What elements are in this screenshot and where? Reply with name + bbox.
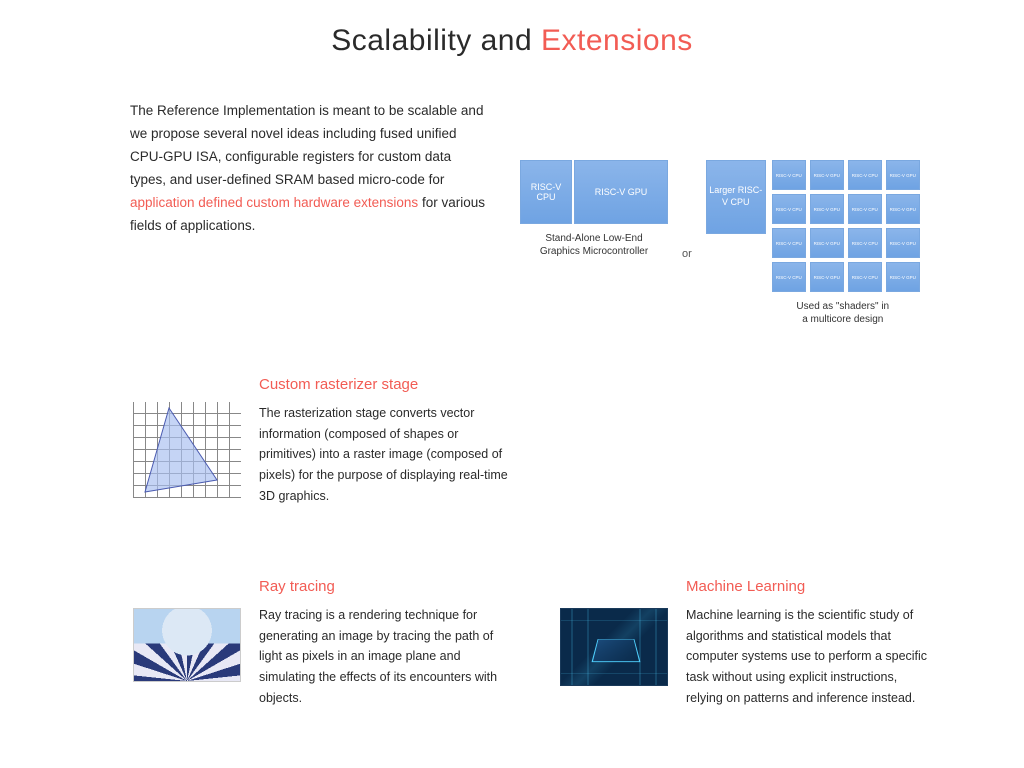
rasterizer-icon	[133, 376, 241, 498]
title-accent: Extensions	[541, 24, 693, 57]
intro-pre: The Reference Implementation is meant to…	[130, 103, 483, 187]
small-cpu-box: RISC-V CPU	[848, 262, 882, 292]
scalability-diagram: RISC-V CPU RISC-V GPU Stand-Alone Low-En…	[520, 100, 964, 326]
rasterizer-title: Custom rasterizer stage	[259, 376, 509, 393]
section-machine-learning: Machine Learning Machine learning is the…	[560, 578, 936, 708]
standalone-config: RISC-V CPU RISC-V GPU Stand-Alone Low-En…	[520, 160, 668, 258]
small-gpu-box: RISC-V GPU	[810, 228, 844, 258]
small-gpu-box: RISC-V GPU	[810, 160, 844, 190]
small-gpu-box: RISC-V GPU	[810, 194, 844, 224]
shader-grid: RISC-V CPU RISC-V GPU RISC-V CPU RISC-V …	[772, 160, 920, 292]
ray-tracing-icon	[133, 578, 241, 682]
ray-tracing-body: Ray tracing is a rendering technique for…	[259, 605, 509, 708]
standalone-caption: Stand-Alone Low-EndGraphics Microcontrol…	[540, 232, 648, 258]
small-gpu-box: RISC-V GPU	[886, 160, 920, 190]
or-label: or	[682, 226, 692, 260]
rasterizer-body: The rasterization stage converts vector …	[259, 403, 509, 506]
title-plain: Scalability and	[331, 24, 541, 57]
small-cpu-box: RISC-V CPU	[772, 262, 806, 292]
small-cpu-box: RISC-V CPU	[772, 228, 806, 258]
small-cpu-box: RISC-V CPU	[848, 160, 882, 190]
small-cpu-box: RISC-V CPU	[848, 194, 882, 224]
small-cpu-box: RISC-V CPU	[772, 194, 806, 224]
ml-title: Machine Learning	[686, 578, 936, 595]
larger-cpu-box: Larger RISC-V CPU	[706, 160, 766, 234]
page-title: Scalability and Extensions	[0, 0, 1024, 58]
section-ray-tracing: Ray tracing Ray tracing is a rendering t…	[133, 578, 509, 708]
small-cpu-box: RISC-V CPU	[772, 160, 806, 190]
riscv-cpu-box: RISC-V CPU	[520, 160, 572, 224]
multicore-caption: Used as "shaders" ina multicore design	[796, 300, 889, 326]
ray-tracing-title: Ray tracing	[259, 578, 509, 595]
ml-body: Machine learning is the scientific study…	[686, 605, 936, 708]
small-cpu-box: RISC-V CPU	[848, 228, 882, 258]
ml-icon	[560, 578, 668, 686]
section-rasterizer: Custom rasterizer stage The rasterizatio…	[133, 376, 509, 506]
small-gpu-box: RISC-V GPU	[886, 194, 920, 224]
intro-paragraph: The Reference Implementation is meant to…	[130, 100, 490, 326]
small-gpu-box: RISC-V GPU	[886, 228, 920, 258]
small-gpu-box: RISC-V GPU	[886, 262, 920, 292]
riscv-gpu-box: RISC-V GPU	[574, 160, 668, 224]
top-row: The Reference Implementation is meant to…	[0, 58, 1024, 326]
small-gpu-box: RISC-V GPU	[810, 262, 844, 292]
intro-accent: application defined custom hardware exte…	[130, 195, 418, 210]
multicore-config: Larger RISC-V CPU RISC-V CPU RISC-V GPU …	[706, 160, 920, 326]
